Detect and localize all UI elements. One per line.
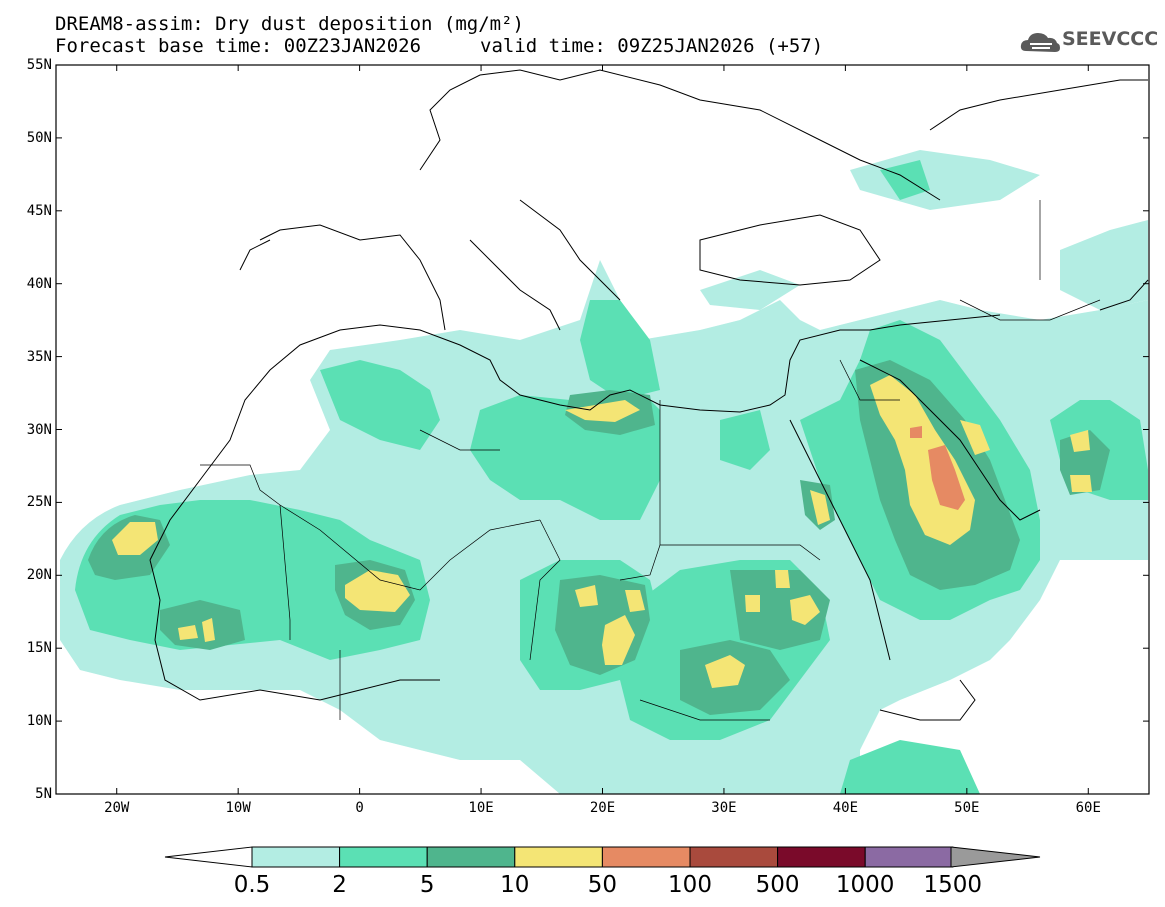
colorbar-label: 1500 <box>923 872 983 898</box>
colorbar-swatch <box>864 846 954 868</box>
deposition-field <box>60 150 1148 794</box>
logo-text: SEEVCCC <box>1062 28 1159 50</box>
colorbar-label: 100 <box>668 872 712 898</box>
lon-tick-label: 20W <box>104 800 130 816</box>
lat-tick-label: 5N <box>35 786 52 802</box>
axis-ticks <box>56 64 1149 795</box>
colorbar-swatch <box>601 846 691 868</box>
lat-tick-label: 50N <box>26 129 52 146</box>
colorbar-swatch <box>514 846 603 868</box>
coastlines <box>149 69 1149 721</box>
lat-tick-label: 30N <box>26 421 52 438</box>
lat-tick-label: 35N <box>26 348 52 365</box>
colorbar-left-arrow <box>164 846 253 868</box>
colorbar-swatch <box>689 846 779 868</box>
lon-tick-label: 30E <box>711 800 737 816</box>
colorbar-label: 1000 <box>835 872 895 898</box>
colorbar-swatch <box>339 846 428 868</box>
lat-tick-label: 20N <box>26 567 52 584</box>
lat-tick-label: 55N <box>26 57 52 73</box>
cloud-icon <box>1020 33 1060 52</box>
base-time-label: Forecast base time: 00Z23JAN2026 <box>55 35 422 57</box>
lon-tick-label: 40E <box>832 800 859 816</box>
colorbar-label: 0.5 <box>233 872 271 898</box>
lat-tick-label: 15N <box>26 640 52 657</box>
lon-tick-label: 0 <box>355 800 364 816</box>
map-title: DREAM8-assim: Dry dust deposition (mg/m²… <box>55 13 524 35</box>
colorbar-right-arrow <box>950 846 1041 868</box>
colorbar-label: 10 <box>500 872 530 898</box>
lon-tick-label: 20E <box>589 800 616 816</box>
lat-tick-label: 45N <box>26 202 52 219</box>
lon-tick-label: 50E <box>954 800 980 816</box>
lon-tick-label: 10W <box>225 800 251 816</box>
colorbar-label: 50 <box>587 872 618 898</box>
level-50-areas <box>910 426 965 510</box>
lat-tick-label: 40N <box>26 275 52 292</box>
country-borders <box>200 200 1101 721</box>
lon-tick-label: 10E <box>468 800 494 816</box>
lat-tick-label: 25N <box>26 494 52 511</box>
lat-tick-label: 10N <box>26 713 52 730</box>
lon-tick-label: 60E <box>1075 800 1101 816</box>
colorbar <box>164 846 1041 868</box>
colorbar-label: 5 <box>419 872 435 898</box>
colorbar-label: 2 <box>332 872 347 898</box>
colorbar-swatch <box>426 846 516 868</box>
valid-time-label: valid time: 09Z25JAN2026 (+57) <box>480 35 824 57</box>
colorbar-swatch <box>251 846 341 868</box>
colorbar-label: 500 <box>755 872 800 898</box>
colorbar-swatch <box>777 846 866 868</box>
